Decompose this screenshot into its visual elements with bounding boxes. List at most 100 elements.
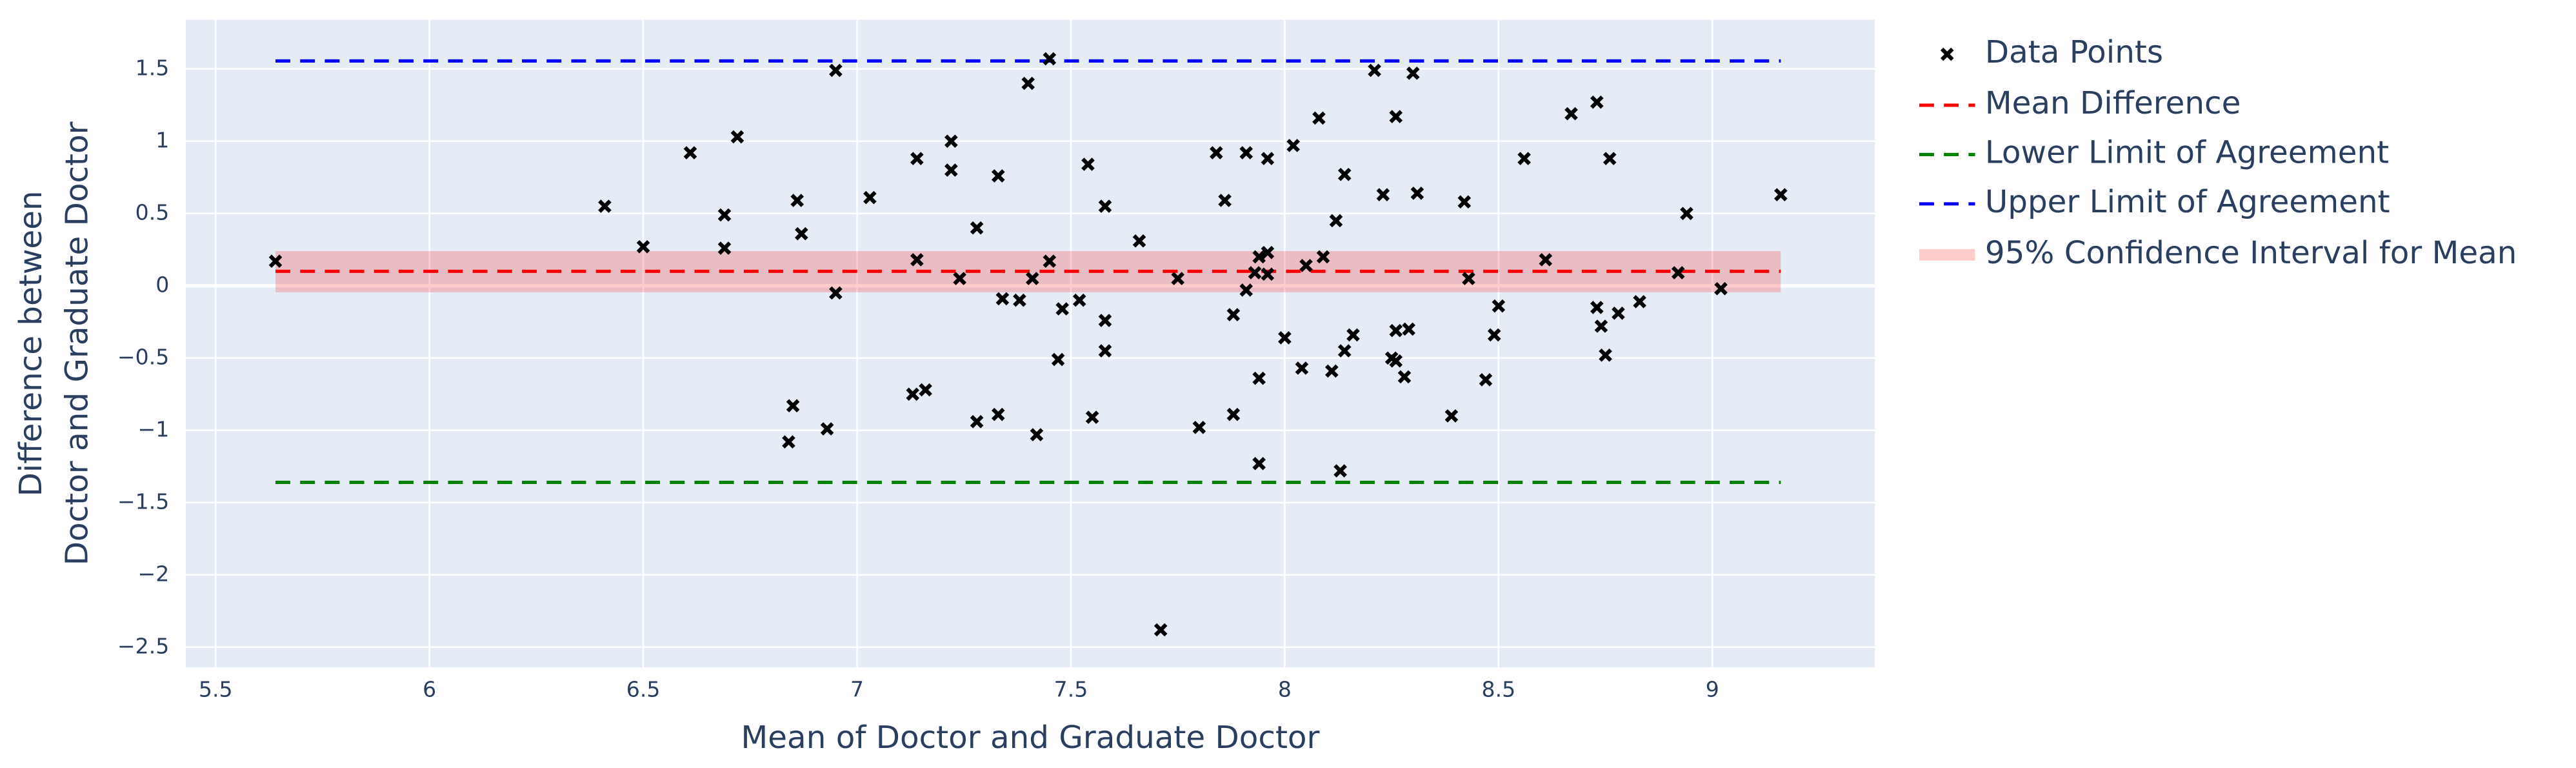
data-point [1479, 373, 1493, 387]
x-axis-title: Mean of Doctor and Graduate Doctor [741, 720, 1320, 756]
y-axis-title: Doctor and Graduate Doctor [59, 121, 95, 565]
data-point [598, 199, 612, 213]
data-point [1337, 344, 1352, 358]
data-point [1043, 52, 1057, 66]
data-point [795, 227, 808, 241]
data-point [1397, 370, 1412, 384]
data-point [717, 208, 732, 222]
y-tick-label: 0 [155, 272, 169, 297]
data-point [1013, 293, 1026, 307]
data-point [1299, 259, 1313, 272]
data-point [1098, 314, 1112, 327]
data-point [1402, 322, 1415, 336]
data-point [1406, 66, 1420, 80]
data-point [1368, 63, 1381, 77]
x-tick-label: 6.5 [626, 676, 661, 702]
data-point [1462, 272, 1475, 285]
data-point [1492, 299, 1506, 313]
data-point [1457, 195, 1472, 209]
data-point [1025, 272, 1039, 285]
data-point [1325, 364, 1339, 378]
x-tick-label: 6 [423, 676, 436, 702]
data-point [1517, 152, 1531, 165]
data-point [1389, 354, 1403, 368]
data-point [1295, 361, 1309, 375]
data-point [782, 435, 795, 449]
data-point [1590, 95, 1604, 109]
plot-background [185, 19, 1875, 668]
data-point [1714, 281, 1728, 296]
data-point [1376, 188, 1390, 201]
data-point [1286, 139, 1300, 152]
data-point [910, 152, 924, 165]
x-tick-label: 9 [1706, 676, 1719, 702]
legend-label: Upper Limit of Agreement [1985, 184, 2390, 220]
data-point [790, 194, 804, 207]
data-point [1239, 283, 1253, 297]
data-point [1252, 250, 1266, 264]
data-point [1564, 106, 1578, 121]
data-point [1051, 352, 1065, 367]
y-tick-label: 1 [155, 127, 169, 152]
data-point [995, 292, 1010, 306]
data-point [991, 407, 1005, 421]
x-tick-label: 8.5 [1482, 676, 1516, 702]
data-point [820, 422, 834, 436]
data-point [1261, 267, 1275, 281]
data-point [953, 272, 966, 285]
data-point [1346, 328, 1360, 342]
data-point [683, 146, 697, 160]
data-point [1487, 328, 1501, 342]
y-tick-label: 0.5 [135, 199, 170, 225]
data-point [717, 241, 732, 255]
data-point [1312, 111, 1326, 125]
legend-label: Lower Limit of Agreement [1985, 134, 2389, 170]
data-point [1226, 308, 1241, 321]
data-point [1774, 188, 1788, 201]
data-point [970, 221, 984, 235]
data-point [1248, 266, 1262, 279]
data-point [1098, 344, 1112, 358]
data-point [906, 387, 920, 401]
y-tick-label: 1.5 [135, 55, 170, 80]
x-tick-label: 7.5 [1054, 676, 1088, 702]
data-point [1612, 307, 1625, 320]
data-point [268, 254, 283, 268]
data-point [1680, 207, 1693, 221]
data-point [1021, 76, 1035, 90]
data-point [991, 169, 1005, 183]
data-point [970, 415, 984, 429]
data-point [1043, 254, 1057, 268]
data-point [1210, 146, 1223, 160]
y-tick-label: −2 [138, 561, 170, 586]
data-point [1633, 295, 1646, 308]
legend-label: 95% Confidence Interval for Mean [1985, 235, 2517, 271]
data-point [1261, 245, 1275, 259]
data-point [1261, 152, 1275, 165]
y-tick-label: −1 [138, 416, 170, 441]
data-point [919, 383, 932, 397]
data-point [1055, 302, 1070, 316]
data-point [730, 130, 744, 144]
data-point [1603, 152, 1617, 165]
y-tick-label: −0.5 [117, 344, 169, 369]
data-point [1192, 420, 1206, 434]
y-tick-label: −2.5 [117, 633, 169, 658]
data-point [1132, 234, 1146, 248]
data-point [1671, 266, 1685, 279]
data-point [1444, 409, 1459, 423]
data-point [829, 286, 843, 300]
data-point [1278, 331, 1292, 345]
data-point [1539, 253, 1553, 267]
data-point [1252, 371, 1266, 385]
data-point [1316, 250, 1330, 264]
x-tick-label: 5.5 [199, 676, 233, 702]
data-point [944, 134, 958, 148]
data-point [910, 253, 924, 267]
data-point [1085, 410, 1099, 424]
data-point [1072, 293, 1086, 307]
data-point [1329, 214, 1343, 228]
data-point [636, 239, 650, 254]
